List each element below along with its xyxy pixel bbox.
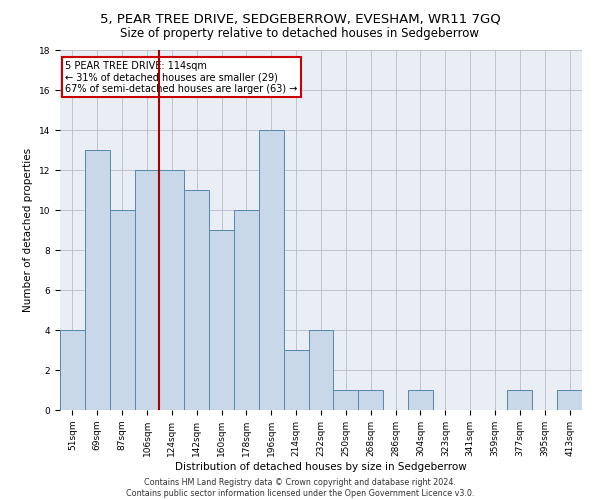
Bar bbox=[259, 130, 284, 410]
Bar bbox=[408, 390, 433, 410]
Bar bbox=[508, 390, 532, 410]
Bar bbox=[134, 170, 160, 410]
Bar bbox=[234, 210, 259, 410]
Bar bbox=[334, 390, 358, 410]
Bar bbox=[184, 190, 209, 410]
Bar bbox=[160, 170, 184, 410]
X-axis label: Distribution of detached houses by size in Sedgeberrow: Distribution of detached houses by size … bbox=[175, 462, 467, 471]
Bar bbox=[110, 210, 134, 410]
Bar bbox=[308, 330, 334, 410]
Bar bbox=[85, 150, 110, 410]
Bar bbox=[557, 390, 582, 410]
Bar bbox=[209, 230, 234, 410]
Bar bbox=[284, 350, 308, 410]
Bar bbox=[60, 330, 85, 410]
Text: 5, PEAR TREE DRIVE, SEDGEBERROW, EVESHAM, WR11 7GQ: 5, PEAR TREE DRIVE, SEDGEBERROW, EVESHAM… bbox=[100, 12, 500, 26]
Bar bbox=[358, 390, 383, 410]
Text: 5 PEAR TREE DRIVE: 114sqm
← 31% of detached houses are smaller (29)
67% of semi-: 5 PEAR TREE DRIVE: 114sqm ← 31% of detac… bbox=[65, 61, 298, 94]
Text: Contains HM Land Registry data © Crown copyright and database right 2024.
Contai: Contains HM Land Registry data © Crown c… bbox=[126, 478, 474, 498]
Text: Size of property relative to detached houses in Sedgeberrow: Size of property relative to detached ho… bbox=[121, 28, 479, 40]
Y-axis label: Number of detached properties: Number of detached properties bbox=[23, 148, 33, 312]
